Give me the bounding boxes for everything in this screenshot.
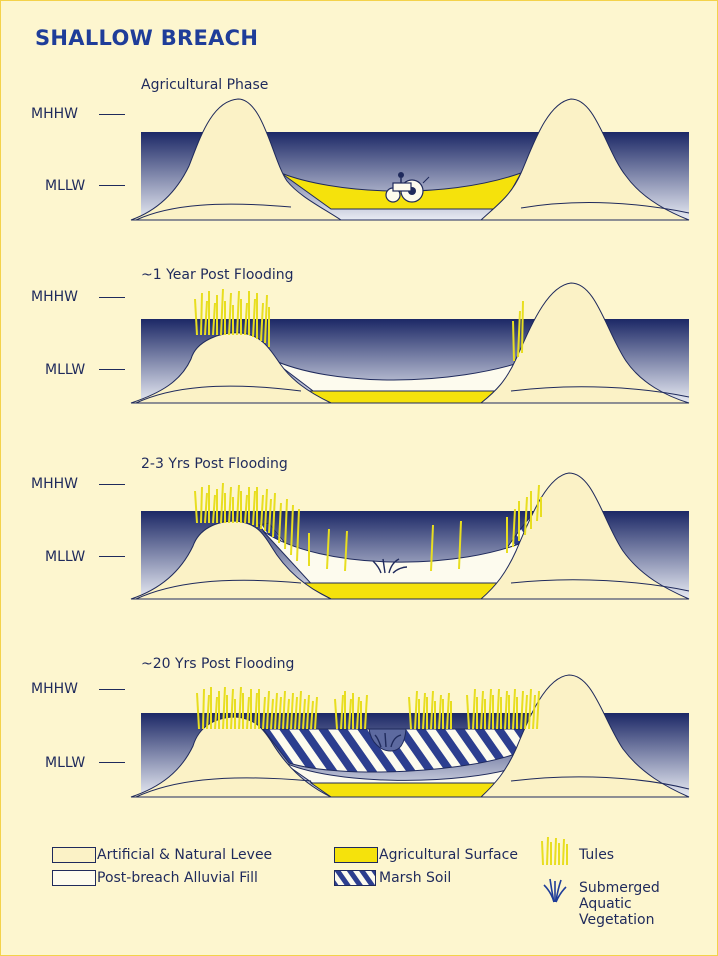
submerged-aquatic-vegetation-icon	[542, 877, 568, 903]
agricultural-surface	[301, 391, 506, 403]
panel-1-year	[1, 231, 718, 421]
agricultural-surface	[301, 583, 506, 599]
panel-agricultural-phase	[1, 1, 718, 231]
legend-fill-swatch	[52, 870, 96, 886]
legend-fill-label: Post-breach Alluvial Fill	[97, 870, 258, 886]
panel-20-years	[1, 611, 718, 806]
legend-marsh-swatch	[334, 870, 376, 886]
agricultural-surface	[311, 783, 506, 797]
legend-agricultural-label: Agricultural Surface	[379, 847, 518, 863]
legend-tules-label: Tules	[579, 847, 614, 863]
legend-sav-label: Submerged Aquatic Vegetation	[579, 880, 689, 928]
legend-marsh-label: Marsh Soil	[379, 870, 451, 886]
panel-2-3-years	[1, 421, 718, 611]
legend-levee-label: Artificial & Natural Levee	[97, 847, 272, 863]
legend-agricultural-swatch	[334, 847, 378, 863]
legend-levee-swatch	[52, 847, 96, 863]
tules-icon	[539, 836, 571, 866]
